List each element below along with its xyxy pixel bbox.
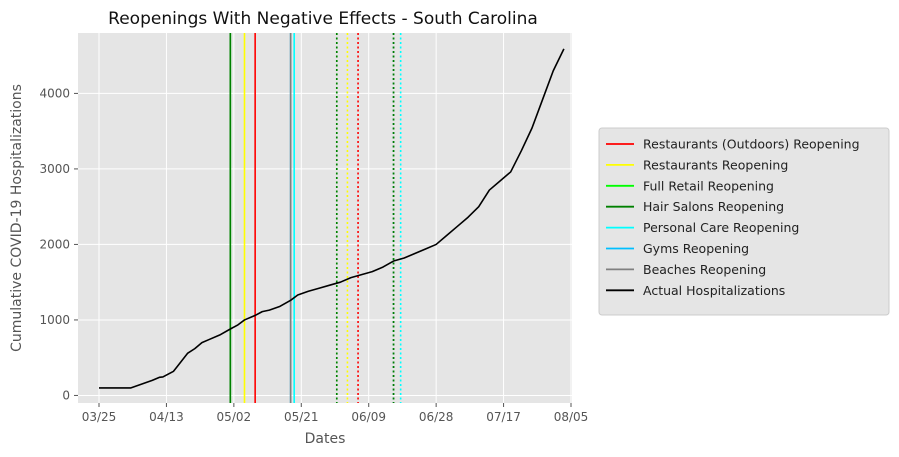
y-tick-label: 4000: [39, 86, 70, 100]
x-tick-label: 08/05: [554, 410, 589, 424]
x-tick-label: 03/25: [82, 410, 117, 424]
series-lines: [99, 48, 565, 389]
x-tick-label: 06/09: [351, 410, 386, 424]
legend-label: Personal Care Reopening: [643, 220, 799, 235]
x-axis-title: Dates: [305, 431, 346, 447]
y-axis-title: Cumulative COVID-19 Hospitalizations: [9, 84, 25, 352]
reopening-lines: [229, 33, 402, 403]
legend-label: Actual Hospitalizations: [643, 283, 785, 298]
chart-title: Reopenings With Negative Effects - South…: [108, 9, 538, 29]
y-tick-label: 1000: [39, 313, 70, 327]
x-tick-label: 05/21: [284, 410, 319, 424]
legend-label: Beaches Reopening: [643, 262, 766, 277]
x-tick-label: 07/17: [486, 410, 521, 424]
x-tick-label: 04/13: [149, 410, 184, 424]
legend-box: [598, 127, 890, 316]
series-line-actual-hospitalizations: [99, 48, 565, 389]
y-tick-label: 0: [62, 388, 70, 402]
legend-label: Full Retail Reopening: [643, 178, 774, 193]
x-tick-label: 05/02: [217, 410, 252, 424]
y-tick-label: 3000: [39, 162, 70, 176]
legend-label: Restaurants Reopening: [643, 157, 788, 172]
x-axis-ticks: 03/25 04/13 05/02 05/21 06/09 06/28 07/17 08/05: [82, 403, 589, 424]
legend-label: Hair Salons Reopening: [643, 199, 784, 214]
x-tick-label: 06/28: [419, 410, 454, 424]
plot-area: [78, 33, 572, 403]
y-tick-label: 2000: [39, 237, 70, 251]
y-axis-ticks: 0 1000 2000 3000 4000: [39, 86, 78, 402]
legend-label: Gyms Reopening: [643, 241, 749, 256]
legend-label: Restaurants (Outdoors) Reopening: [643, 137, 860, 152]
grid: [78, 33, 572, 403]
legend: Restaurants (Outdoors) Reopening Restaura…: [598, 127, 890, 316]
